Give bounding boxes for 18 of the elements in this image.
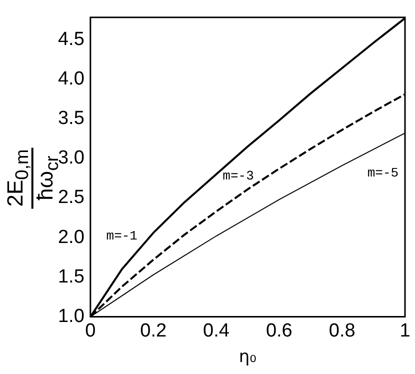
y-tick-label: 3.5 [58, 108, 84, 130]
y-tick-label: 1.0 [58, 306, 84, 328]
y-tick-label: 3.0 [58, 148, 84, 169]
x-tick-label: 1 [400, 320, 410, 342]
x-tick-label: 0.6 [266, 320, 292, 342]
x-tick-label: 0.4 [203, 320, 230, 342]
y-tick-label: 2.5 [58, 187, 84, 208]
x-tick-label: 0 [85, 320, 96, 342]
y-tick-label: 4.5 [58, 28, 84, 50]
series-label: m=-5 [367, 166, 399, 181]
y-tick-label: 1.5 [58, 266, 84, 288]
series-label: m=-1 [106, 228, 138, 244]
y-tick-label: 2.0 [58, 226, 84, 248]
x-axis-title: η₀ [238, 347, 257, 368]
series-label: m=-3 [222, 168, 254, 184]
y-tick-label: 4.0 [58, 68, 84, 90]
x-tick-label: 0.8 [328, 320, 356, 342]
x-tick-label: 0.2 [140, 320, 167, 342]
